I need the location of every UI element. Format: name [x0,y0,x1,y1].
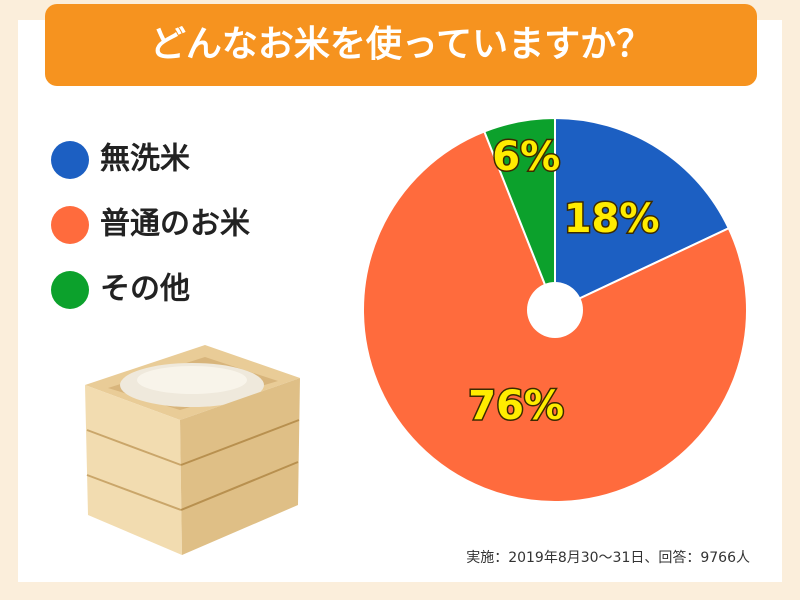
legend-swatch [51,271,89,309]
pie-hole [527,282,583,338]
legend-swatch [51,141,89,179]
pie-slice [483,116,556,311]
value-label: 18% [564,196,660,242]
legend-label: その他 [100,272,190,307]
rice-box-illustration [85,345,300,555]
title-banner [45,4,757,86]
legend-label: 無洗米 [100,142,190,177]
pie-slice [554,116,731,312]
survey-note: 実施：2019年8月30～31日、回答：9766人 [466,549,750,566]
value-label: 76% [468,383,564,429]
legend-label: 普通のお米 [100,207,250,242]
legend-swatch [51,206,89,244]
value-label: 6% [492,134,560,180]
chart-title: どんなお米を使っていますか？ [150,24,652,65]
